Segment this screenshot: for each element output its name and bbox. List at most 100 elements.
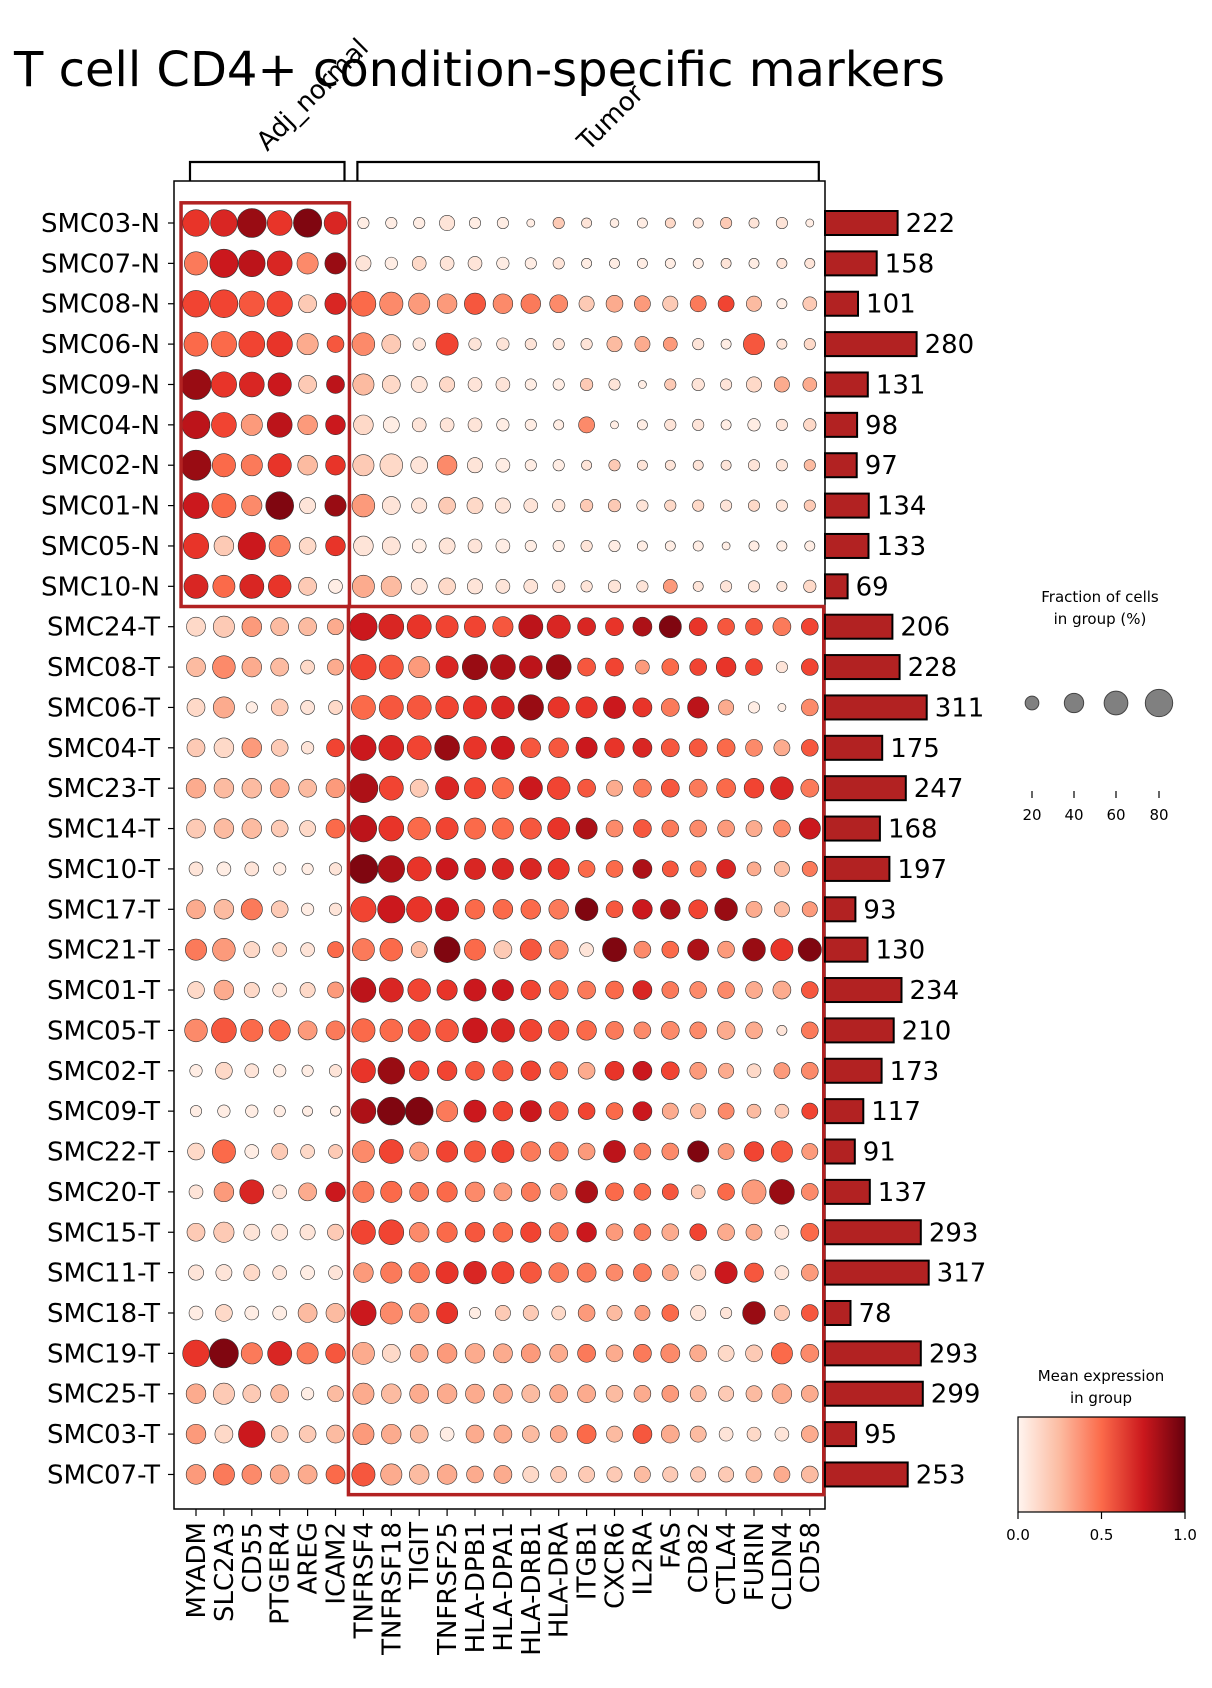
dot bbox=[773, 901, 790, 918]
dot bbox=[350, 1299, 377, 1327]
dot bbox=[577, 1304, 596, 1322]
gene-label: ICAM2 bbox=[322, 1522, 352, 1605]
dot bbox=[637, 217, 648, 229]
dot bbox=[464, 938, 486, 961]
count-label: 101 bbox=[866, 290, 916, 320]
dot bbox=[269, 1464, 290, 1485]
dot bbox=[296, 1342, 319, 1365]
dot bbox=[609, 257, 620, 269]
count-bar bbox=[824, 977, 903, 1004]
dot bbox=[465, 1383, 485, 1404]
dot bbox=[496, 337, 510, 351]
dot bbox=[409, 1344, 429, 1363]
dot bbox=[326, 1424, 345, 1444]
dot bbox=[186, 1222, 206, 1242]
dot bbox=[324, 292, 347, 315]
dot bbox=[238, 249, 266, 278]
dot bbox=[549, 1384, 569, 1404]
dot bbox=[299, 497, 316, 514]
dot bbox=[378, 1219, 405, 1246]
dot bbox=[495, 538, 511, 554]
dot bbox=[241, 616, 262, 637]
count-bar bbox=[824, 1259, 930, 1286]
dot bbox=[350, 1098, 377, 1124]
dot bbox=[717, 1183, 735, 1201]
dot bbox=[182, 1339, 210, 1368]
dot bbox=[270, 617, 290, 637]
dot bbox=[661, 1102, 679, 1120]
dot bbox=[467, 417, 483, 433]
dot bbox=[717, 1223, 735, 1241]
dot bbox=[298, 537, 317, 555]
dot bbox=[212, 655, 236, 679]
size-legend-title: Fraction of cells bbox=[1041, 588, 1159, 606]
dot bbox=[494, 1305, 511, 1321]
dot bbox=[183, 573, 209, 599]
dot bbox=[552, 257, 565, 270]
dot bbox=[350, 734, 377, 761]
sample-label: SMC07-N bbox=[41, 249, 160, 279]
dot bbox=[439, 376, 456, 393]
dot bbox=[435, 1018, 459, 1043]
dot bbox=[716, 778, 736, 798]
dot bbox=[183, 331, 209, 357]
dot bbox=[213, 1221, 235, 1243]
dot bbox=[352, 373, 375, 396]
dot bbox=[270, 698, 289, 717]
dot bbox=[410, 456, 428, 474]
dot bbox=[407, 1019, 431, 1042]
dot bbox=[349, 612, 378, 641]
count-label: 95 bbox=[864, 1420, 897, 1450]
dot bbox=[411, 497, 428, 514]
dot bbox=[718, 1385, 735, 1402]
gene-label: MYADM bbox=[182, 1522, 212, 1619]
dot bbox=[549, 1061, 569, 1081]
dot bbox=[745, 1021, 763, 1040]
dot bbox=[325, 1020, 346, 1041]
dot bbox=[523, 498, 539, 513]
dot bbox=[381, 375, 401, 394]
dot bbox=[692, 418, 705, 431]
count-bar bbox=[824, 1380, 924, 1407]
gene-label: HLA-DRB1 bbox=[517, 1522, 547, 1656]
dot bbox=[692, 499, 705, 512]
gene-label: FAS bbox=[656, 1522, 686, 1569]
gene-label: CD82 bbox=[684, 1522, 714, 1593]
dot bbox=[524, 338, 537, 351]
dot bbox=[718, 1426, 734, 1442]
dot bbox=[491, 979, 514, 1001]
dot bbox=[690, 1184, 706, 1200]
dot bbox=[239, 573, 265, 599]
dot bbox=[298, 778, 317, 798]
dot bbox=[777, 703, 787, 712]
dot bbox=[604, 737, 625, 758]
dot bbox=[211, 1017, 237, 1044]
dot bbox=[326, 375, 345, 394]
dot bbox=[409, 1222, 430, 1243]
dot bbox=[466, 1465, 484, 1484]
dot bbox=[689, 1425, 707, 1443]
dot bbox=[773, 1305, 790, 1321]
count-label: 130 bbox=[876, 936, 926, 966]
dot bbox=[270, 657, 290, 677]
dot bbox=[721, 541, 731, 551]
dot bbox=[216, 861, 232, 877]
dot bbox=[213, 818, 235, 839]
dot bbox=[266, 290, 293, 317]
dot bbox=[720, 217, 733, 229]
dot bbox=[351, 1140, 375, 1163]
dot bbox=[351, 1462, 376, 1487]
sample-label: SMC23-T bbox=[47, 774, 160, 804]
dot bbox=[330, 1105, 341, 1117]
dot bbox=[717, 617, 735, 636]
dot bbox=[464, 857, 486, 880]
dot bbox=[271, 1223, 289, 1241]
count-bar bbox=[824, 1138, 856, 1165]
count-label: 234 bbox=[910, 976, 960, 1006]
dot bbox=[636, 580, 649, 593]
dot bbox=[548, 1262, 569, 1283]
dot bbox=[239, 371, 265, 398]
count-bar bbox=[824, 573, 849, 600]
dot bbox=[547, 696, 570, 719]
